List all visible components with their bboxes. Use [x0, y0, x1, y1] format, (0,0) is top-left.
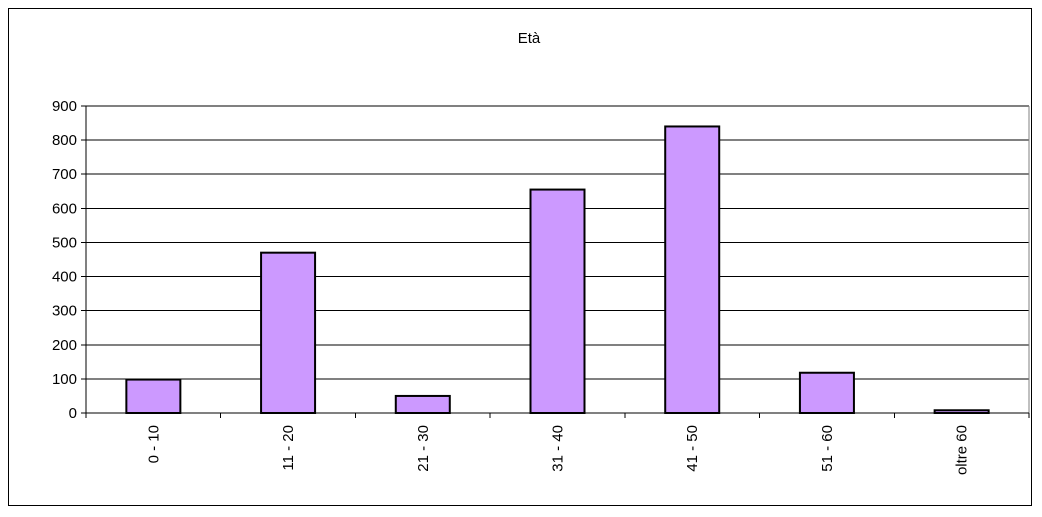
x-category-label-6: oltre 60	[954, 425, 971, 475]
bar-1	[260, 251, 317, 414]
x-category-label-3: 31 - 40	[550, 425, 567, 472]
x-axis-categories: 0 - 10 11 - 20 21 - 30 31 - 40 41 - 50 51 - 6…	[85, 413, 1030, 475]
y-tick-label-500: 500	[52, 234, 77, 251]
y-tick-label-700: 700	[52, 166, 77, 183]
chart-title: Età	[518, 30, 541, 47]
y-axis-ticks: 0 100 200 300 400 500 600 700 800 900	[52, 98, 86, 422]
y-tick-label-300: 300	[52, 303, 77, 320]
bar-chart: Età 0 100 200 300 400 500 600 700 800 900 0 - 10 1…	[52, 30, 1030, 475]
bar-0	[125, 378, 182, 414]
x-category-label-5: 51 - 60	[819, 425, 836, 472]
bar-3	[529, 188, 586, 414]
bar-5	[798, 371, 855, 415]
x-category-label-1: 11 - 20	[280, 425, 297, 471]
bars	[125, 125, 990, 415]
bar-4	[664, 125, 721, 414]
y-tick-label-900: 900	[52, 98, 77, 115]
y-tick-label-800: 800	[52, 132, 77, 149]
axes	[85, 106, 1029, 414]
x-category-label-4: 41 - 50	[684, 425, 701, 472]
x-category-label-0: 0 - 10	[145, 425, 162, 463]
y-tick-label-600: 600	[52, 200, 77, 217]
bar-2	[394, 394, 451, 415]
y-tick-label-0: 0	[69, 405, 77, 422]
chart-frame: Età 0 100 200 300 400 500 600 700 800 900 0 - 10 1…	[8, 8, 1032, 506]
y-tick-label-100: 100	[52, 371, 77, 388]
x-category-label-2: 21 - 30	[415, 425, 432, 472]
y-tick-label-200: 200	[52, 337, 77, 354]
y-tick-label-400: 400	[52, 269, 77, 286]
